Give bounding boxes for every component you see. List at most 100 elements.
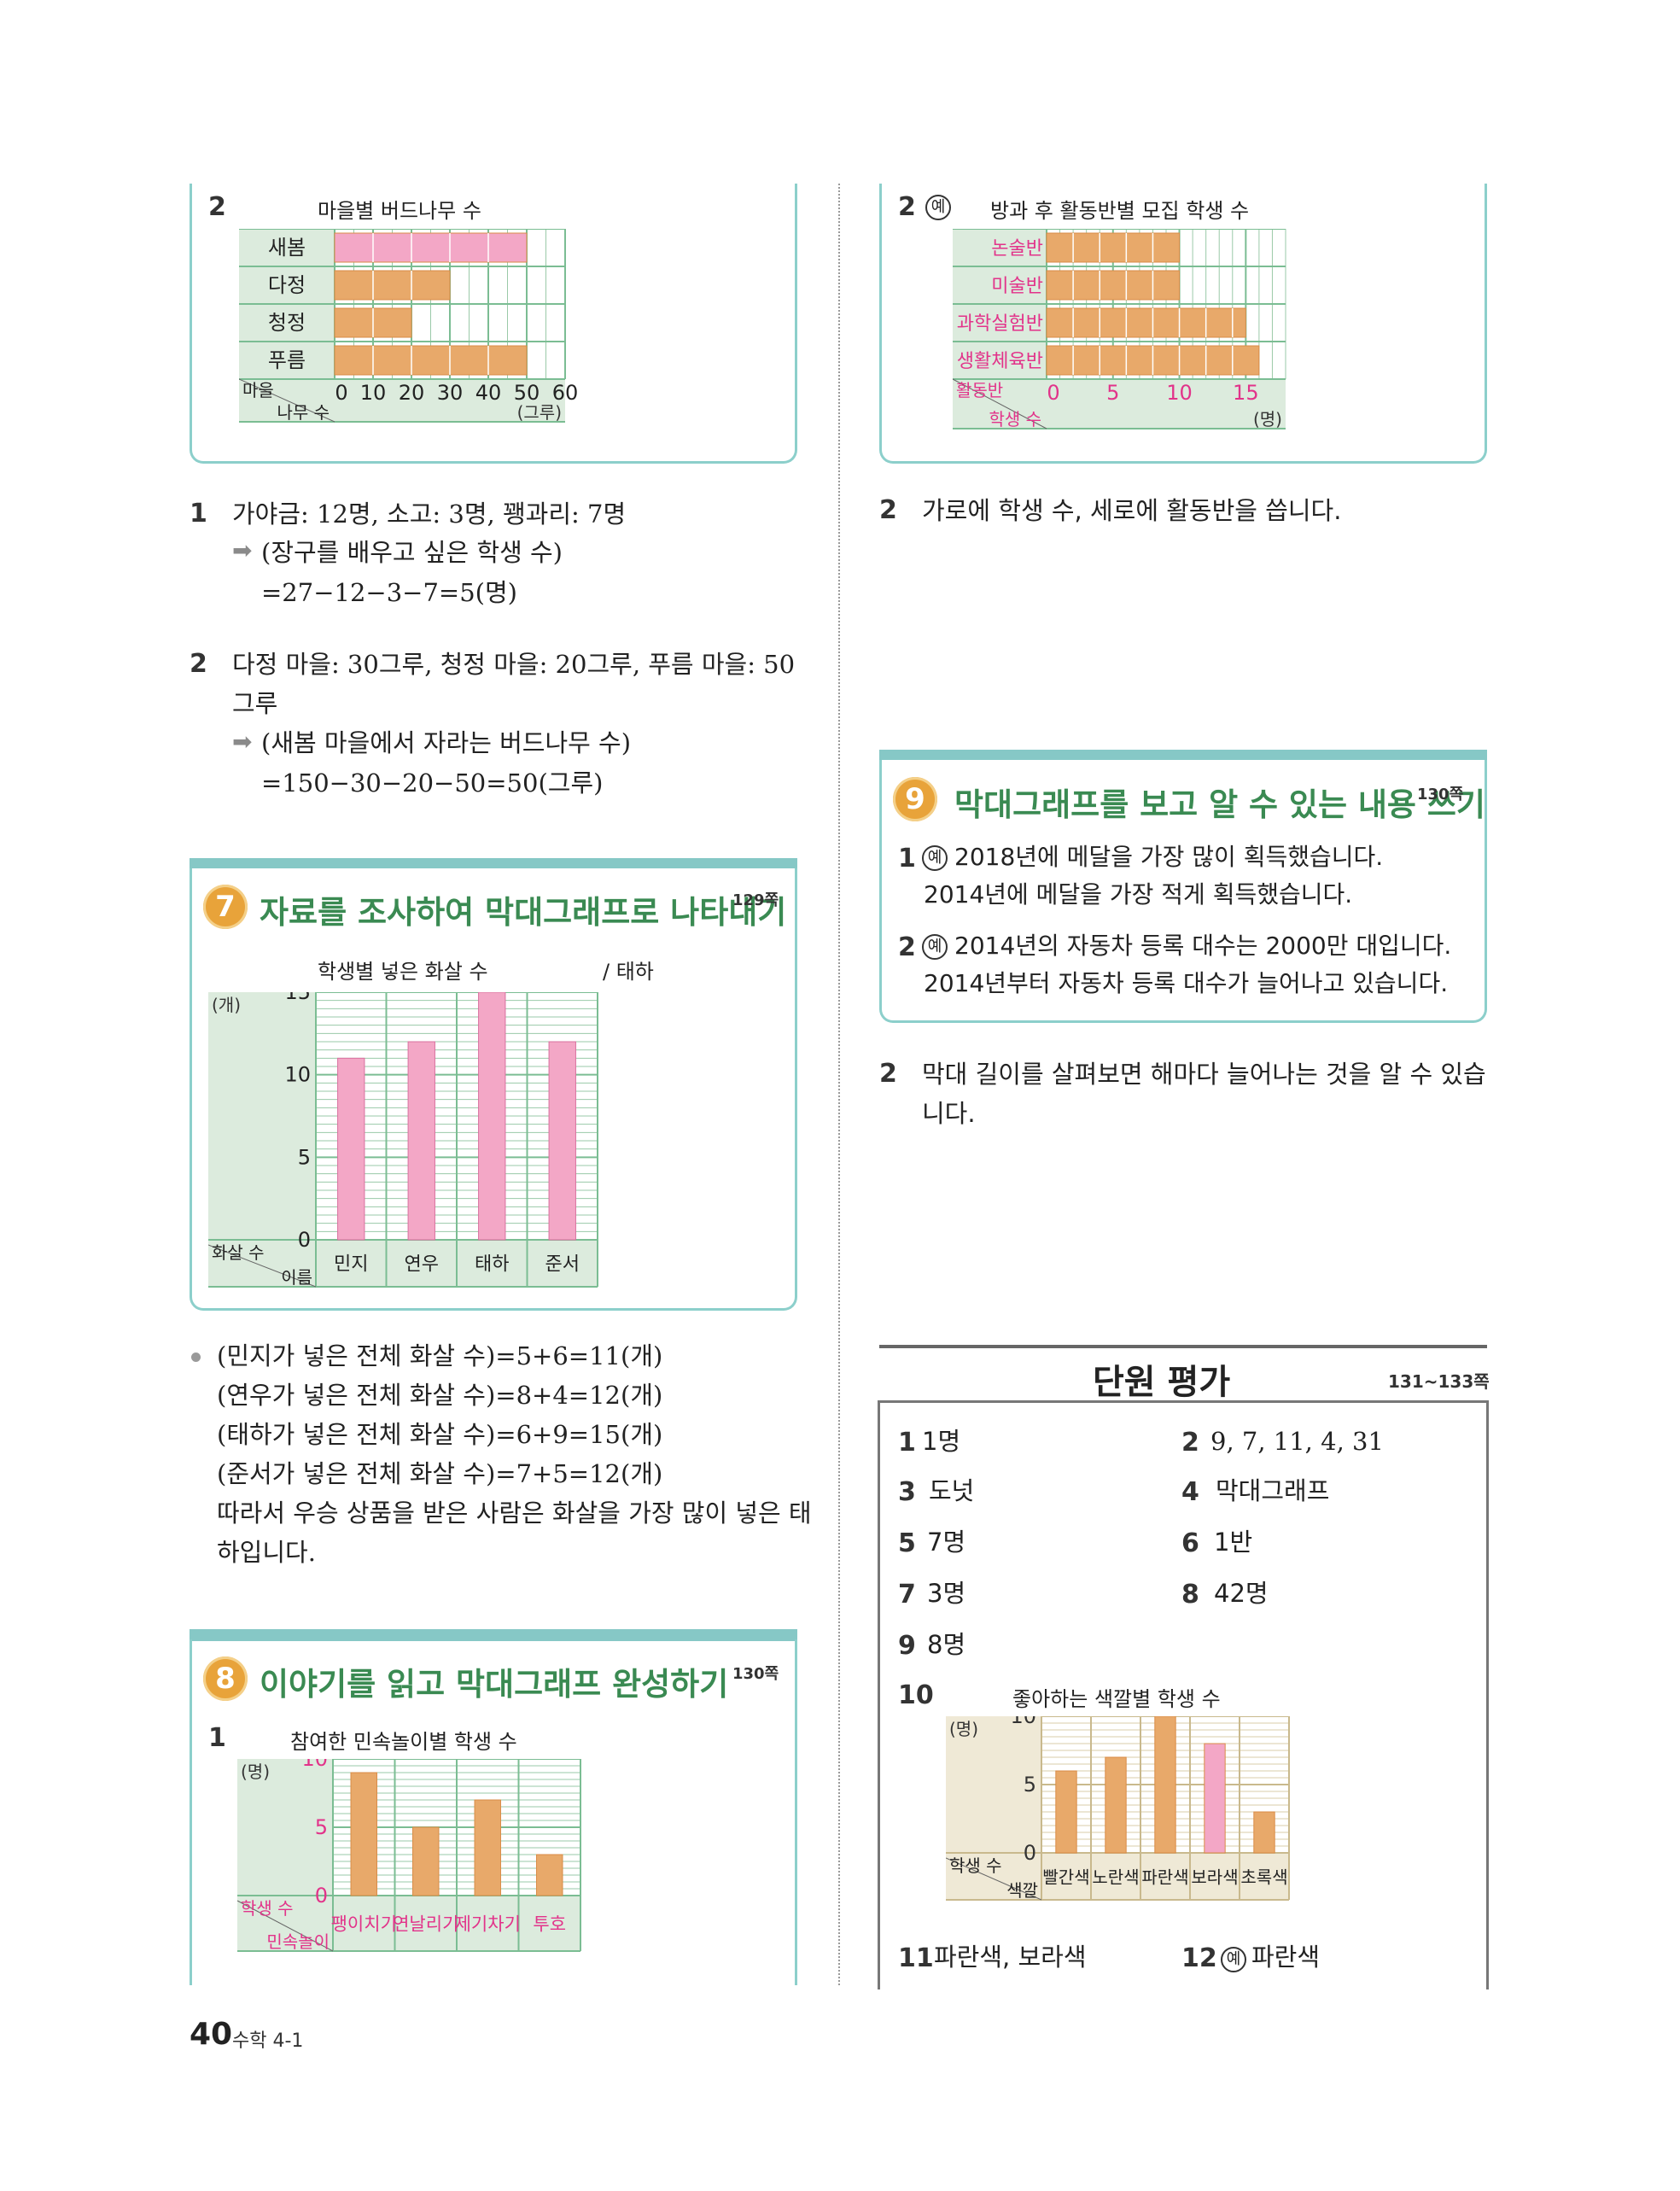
sec8-chart-title: 참여한 민속놀이별 학생 수 [290, 1730, 517, 1754]
tick-label: 10 [360, 381, 387, 405]
category-label: 노란색 [1092, 1867, 1139, 1888]
bullet-dot [191, 1353, 201, 1362]
tick-label: 10 [1166, 381, 1193, 405]
right-chart2-title: 방과 후 활동반별 모집 학생 수 [990, 199, 1250, 223]
eval-ans6-text: 1반 [1214, 1528, 1253, 1557]
eval-q11-text: 파란색, 보라색 [934, 1943, 1087, 1972]
bullet-line-4: (준서가 넣은 전체 화살 수)=7+5=12(개) [217, 1459, 663, 1488]
unit-eval-title: 단원 평가 [1093, 1363, 1231, 1402]
sec8-box-sides [190, 1639, 797, 1985]
right-ans2b-line1: 막대 길이를 살펴보면 해마다 늘어나는 것을 알 수 있습 [922, 1060, 1486, 1089]
col-header: 민속놀이 [266, 1931, 330, 1952]
sec8-page-ref: 130쪽 [732, 1665, 779, 1683]
bar [1253, 1811, 1275, 1854]
left-ans1-num: 1 [190, 499, 207, 529]
row-header: 활동반 [956, 380, 1003, 400]
header-diagonal [946, 1857, 1042, 1901]
footer-page-num: 40 [190, 2017, 233, 2052]
category-label-bg [239, 229, 335, 422]
sec9-number-badge: 9 [893, 777, 937, 821]
header-diagonal [237, 1900, 334, 1952]
tick-label: 50 [514, 381, 540, 405]
sec9-page-ref: 130쪽 [1417, 786, 1464, 803]
header-diagonal [953, 378, 1047, 429]
eval-ans3-text: 도넛 [929, 1476, 975, 1505]
category-label: 파란색 [1141, 1867, 1188, 1888]
col-header: 색깔 [1006, 1880, 1038, 1901]
sec9-item1-num: 1 [898, 844, 916, 873]
tick-label: 5 [298, 1145, 311, 1169]
footer-book: 수학 4-1 [232, 2030, 304, 2052]
sec7-header-bar [190, 858, 797, 870]
bar [334, 345, 528, 376]
category-label: 새봄 [268, 236, 306, 260]
tick-label: 20 [399, 381, 425, 405]
category-bg [1041, 1853, 1289, 1900]
sec7-chart-note: / 태하 [603, 960, 654, 984]
unit-eval-page: 131~133쪽 [1388, 1371, 1490, 1392]
bar [548, 1041, 576, 1241]
tick-label: 15 [1233, 381, 1259, 405]
sec9-item1-line1: 2018년에 메달을 가장 많이 획득했습니다. [954, 843, 1384, 871]
bar [334, 232, 528, 263]
sec8-title: 이야기를 읽고 막대그래프 완성하기 [260, 1666, 729, 1703]
arrow-icon: ➡ [232, 536, 253, 564]
sec9-box [879, 760, 1487, 1023]
unit-eval-top-rule [879, 1345, 1487, 1348]
eval-ans9-text: 8명 [927, 1630, 966, 1659]
axis-label-bg [335, 379, 565, 422]
column-divider [838, 184, 840, 1985]
sec7-chart-title: 학생별 넣은 화살 수 [318, 960, 488, 984]
bullet-line-6: 하입니다. [217, 1538, 316, 1567]
eval-ans5-num: 5 [898, 1528, 916, 1558]
bar [1046, 307, 1246, 338]
header-diagonal [208, 1244, 317, 1288]
bullet-line-1: (민지가 넣은 전체 화살 수)=5+6=11(개) [217, 1341, 663, 1370]
eval-ans1-num: 1 [898, 1428, 916, 1458]
eval-q10-title: 좋아하는 색깔별 학생 수 [1012, 1687, 1221, 1711]
left-ans1-line1: 가야금: 12명, 소고: 3명, 꽹과리: 7명 [232, 500, 627, 529]
left-ans1-line2: (장구를 배우고 싶은 학생 수) [261, 538, 563, 567]
sec9-item2-line2: 2014년부터 자동차 등록 대수가 늘어나고 있습니다. [924, 969, 1449, 997]
category-label: 생활체육반 [957, 351, 1043, 372]
eval-q11-num: 11 [898, 1943, 934, 1973]
eval-ans8-text: 42명 [1214, 1579, 1269, 1608]
axis-bg [208, 992, 316, 1287]
tick-label: 5 [1024, 1773, 1036, 1797]
eval-ans5-text: 7명 [927, 1528, 966, 1557]
bar [350, 1772, 377, 1896]
bar [478, 992, 506, 1241]
category-label: 보라색 [1191, 1867, 1238, 1888]
left-ans2-line1b: 그루 [232, 689, 278, 718]
tick-label: 0 [315, 1884, 328, 1908]
tick-label: 10 [1010, 1716, 1036, 1728]
right-ans2b-num: 2 [879, 1059, 897, 1089]
category-label: 논술반 [991, 238, 1043, 260]
left-ans1-line3: =27−12−3−7=5(명) [261, 578, 517, 607]
tick-label: 10 [284, 1063, 311, 1087]
col-header: 나무 수 [277, 402, 330, 423]
category-label: 빨간색 [1042, 1867, 1089, 1888]
bar [1046, 270, 1181, 301]
eval-q12-ex: 예 [1221, 1947, 1246, 1972]
eval-q10-chart: 10 5 0 (명) 빨간색 노란색 파란색 보라색 초록색 학생 수색깔 [946, 1716, 1290, 1901]
tick-label: 10 [301, 1759, 328, 1771]
category-label: 다정 [268, 273, 306, 297]
tick-label: 30 [437, 381, 464, 405]
category-label: 민지 [334, 1254, 368, 1276]
eval-ans7-text: 3명 [927, 1579, 966, 1608]
tick-label: 0 [1024, 1841, 1036, 1865]
sec9-header-bar [879, 750, 1487, 762]
axis-label-bg [1047, 379, 1286, 429]
bar [412, 1826, 440, 1896]
category-label: 준서 [545, 1254, 580, 1276]
sec7-page-ref: 129쪽 [732, 891, 779, 909]
bar [407, 1041, 435, 1241]
row-header: 학생 수 [949, 1855, 1002, 1876]
tick-label: 0 [1047, 381, 1059, 405]
category-label-bg [953, 229, 1047, 429]
category-label: 투호 [533, 1914, 566, 1935]
